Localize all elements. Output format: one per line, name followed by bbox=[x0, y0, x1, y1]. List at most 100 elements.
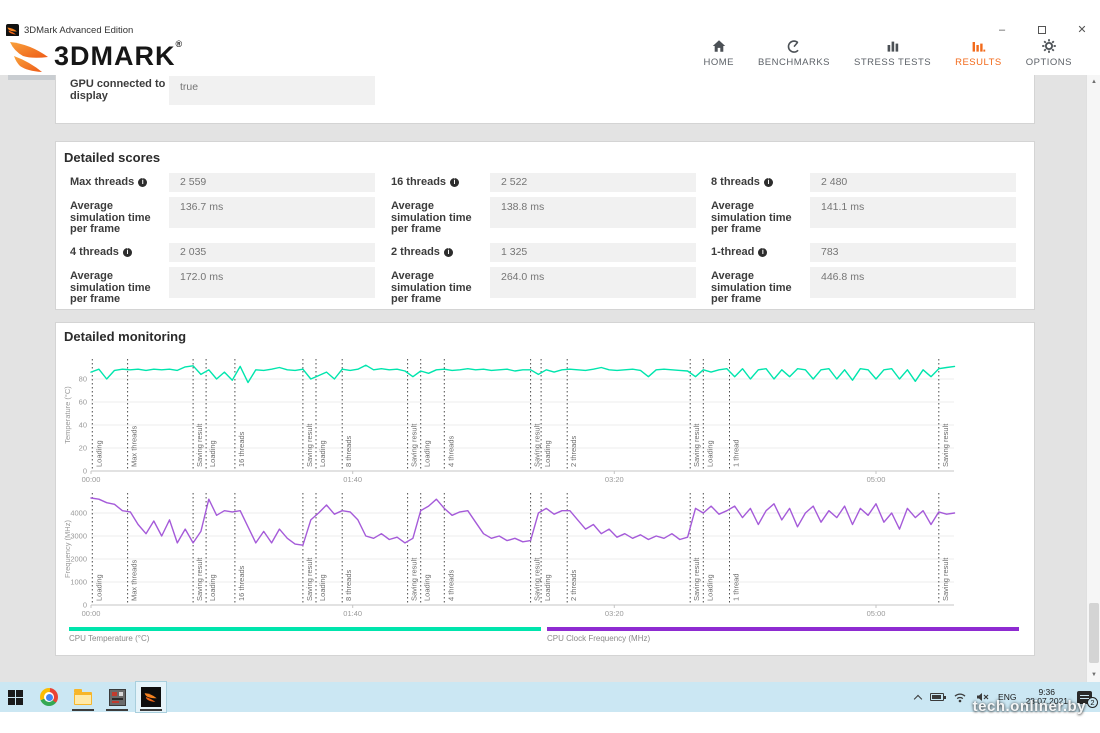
gear-icon bbox=[1042, 39, 1056, 53]
clock-date: 28.07.2021 bbox=[1025, 696, 1068, 706]
app-icon bbox=[6, 24, 19, 37]
score-label-text: 8 threads bbox=[711, 176, 760, 188]
svg-text:2 threads: 2 threads bbox=[569, 435, 578, 467]
scroll-up-arrow[interactable]: ▲ bbox=[1091, 79, 1097, 85]
vertical-scrollbar[interactable]: ▲ ▼ bbox=[1086, 75, 1100, 682]
score-label: 2 threads bbox=[391, 246, 489, 259]
svg-text:00:00: 00:00 bbox=[82, 475, 101, 484]
score-value: 1 325 bbox=[490, 243, 696, 262]
taskbar-explorer[interactable] bbox=[68, 682, 98, 712]
svg-text:Max threads: Max threads bbox=[130, 425, 139, 467]
system-tray: ENG 9:36 28.07.2021 2 bbox=[913, 682, 1100, 712]
score-label: Max threads bbox=[70, 176, 168, 189]
svg-text:Loading: Loading bbox=[208, 440, 217, 467]
svg-text:80: 80 bbox=[79, 375, 87, 384]
svg-text:60: 60 bbox=[79, 398, 87, 407]
svg-text:Saving result: Saving result bbox=[692, 557, 701, 601]
close-button[interactable]: ✕ bbox=[1077, 24, 1087, 36]
avg-sim-value: 172.0 ms bbox=[169, 267, 375, 298]
taskbar-chrome[interactable] bbox=[34, 682, 64, 712]
svg-text:Saving result: Saving result bbox=[305, 423, 314, 467]
nav-home[interactable]: HOME bbox=[703, 38, 734, 68]
app-header: 3DMARK® HOME BENCHMARKS STRESS TESTS bbox=[0, 36, 1100, 75]
svg-text:Saving result: Saving result bbox=[305, 557, 314, 601]
svg-text:Saving result: Saving result bbox=[533, 557, 542, 601]
tray-expand-icon[interactable] bbox=[913, 694, 923, 703]
info-icon[interactable] bbox=[122, 248, 132, 257]
score-label: 8 threads bbox=[711, 176, 809, 189]
results-bars-icon bbox=[973, 42, 986, 52]
svg-text:Loading: Loading bbox=[543, 440, 552, 467]
score-cell-4-threads: 4 threads 2 035 Average simulation time … bbox=[70, 243, 390, 309]
info-icon[interactable] bbox=[758, 248, 768, 257]
svg-text:Loading: Loading bbox=[208, 574, 217, 601]
detailed-scores-title: Detailed scores bbox=[64, 150, 161, 165]
volume-muted-icon[interactable] bbox=[976, 692, 989, 702]
avg-sim-label: Average simulation time per frame bbox=[70, 270, 151, 305]
detailed-scores-card: Detailed scores Max threads 2 559 Averag… bbox=[55, 141, 1035, 310]
nav-results[interactable]: RESULTS bbox=[955, 38, 1002, 68]
bar-chart-icon bbox=[887, 41, 898, 52]
taskbar-monitor-app[interactable] bbox=[102, 682, 132, 712]
notification-badge: 2 bbox=[1087, 696, 1098, 708]
notification-center-icon[interactable]: 2 bbox=[1077, 690, 1098, 708]
system-info-card: GPU connected to display true bbox=[55, 75, 1035, 124]
registered-mark: ® bbox=[175, 38, 184, 49]
svg-text:Saving result: Saving result bbox=[195, 557, 204, 601]
svg-text:16 threads: 16 threads bbox=[237, 565, 246, 601]
svg-text:Loading: Loading bbox=[318, 440, 327, 467]
svg-text:2000: 2000 bbox=[70, 555, 87, 564]
taskbar-3dmark[interactable] bbox=[135, 681, 167, 713]
score-label: 1-thread bbox=[711, 246, 809, 259]
gpu-connected-value: true bbox=[169, 76, 375, 105]
nav-benchmarks[interactable]: BENCHMARKS bbox=[758, 38, 830, 68]
svg-text:03:20: 03:20 bbox=[605, 475, 624, 484]
window-title: 3DMark Advanced Edition bbox=[24, 25, 134, 36]
minimize-button[interactable]: – bbox=[998, 24, 1006, 36]
brand-logo: 3DMARK® bbox=[8, 36, 183, 74]
svg-text:1 thread: 1 thread bbox=[732, 573, 741, 601]
detailed-monitoring-card: Detailed monitoring 0 20 40 60 80 00:00 01:40 0… bbox=[55, 322, 1035, 656]
avg-sim-value: 264.0 ms bbox=[490, 267, 696, 298]
scrolled-element-stub bbox=[8, 75, 74, 80]
svg-text:4 threads: 4 threads bbox=[446, 435, 455, 467]
taskbar: ENG 9:36 28.07.2021 2 bbox=[0, 681, 1100, 713]
svg-text:Saving result: Saving result bbox=[692, 423, 701, 467]
avg-sim-label: Average simulation time per frame bbox=[711, 270, 792, 305]
info-icon[interactable] bbox=[763, 178, 773, 187]
svg-text:2 threads: 2 threads bbox=[569, 569, 578, 601]
scroll-down-arrow[interactable]: ▼ bbox=[1091, 672, 1097, 678]
legend-temp-label: CPU Temperature (°C) bbox=[69, 634, 150, 643]
svg-text:0: 0 bbox=[83, 601, 87, 610]
nav-stress-tests[interactable]: STRESS TESTS bbox=[854, 38, 931, 68]
svg-text:Saving result: Saving result bbox=[195, 423, 204, 467]
info-icon[interactable] bbox=[443, 248, 453, 257]
avg-sim-value: 136.7 ms bbox=[169, 197, 375, 228]
nav-options[interactable]: OPTIONS bbox=[1026, 38, 1072, 68]
svg-text:40: 40 bbox=[79, 421, 87, 430]
svg-text:4000: 4000 bbox=[70, 509, 87, 518]
nav-label: HOME bbox=[703, 57, 734, 68]
avg-sim-value: 446.8 ms bbox=[810, 267, 1016, 298]
taskbar-clock[interactable]: 9:36 28.07.2021 bbox=[1025, 687, 1068, 707]
score-cell-1-thread: 1-thread 783 Average simulation time per… bbox=[711, 243, 1031, 309]
wifi-icon[interactable] bbox=[953, 692, 967, 703]
3dmark-icon bbox=[141, 687, 161, 707]
restore-button[interactable] bbox=[1032, 20, 1052, 40]
scrollbar-thumb[interactable] bbox=[1089, 603, 1099, 663]
info-icon[interactable] bbox=[450, 178, 460, 187]
score-label-text: 4 threads bbox=[70, 246, 119, 258]
svg-text:Loading: Loading bbox=[705, 440, 714, 467]
hardware-monitor-icon bbox=[108, 688, 126, 706]
info-icon[interactable] bbox=[138, 178, 148, 187]
legend-temp-bar bbox=[69, 627, 541, 631]
avg-sim-value: 138.8 ms bbox=[490, 197, 696, 228]
svg-text:Loading: Loading bbox=[423, 440, 432, 467]
svg-text:Loading: Loading bbox=[318, 574, 327, 601]
home-icon bbox=[712, 40, 725, 52]
score-label: 16 threads bbox=[391, 176, 489, 189]
start-button[interactable] bbox=[0, 682, 30, 712]
battery-icon[interactable] bbox=[930, 693, 947, 701]
language-indicator[interactable]: ENG bbox=[998, 692, 1017, 702]
